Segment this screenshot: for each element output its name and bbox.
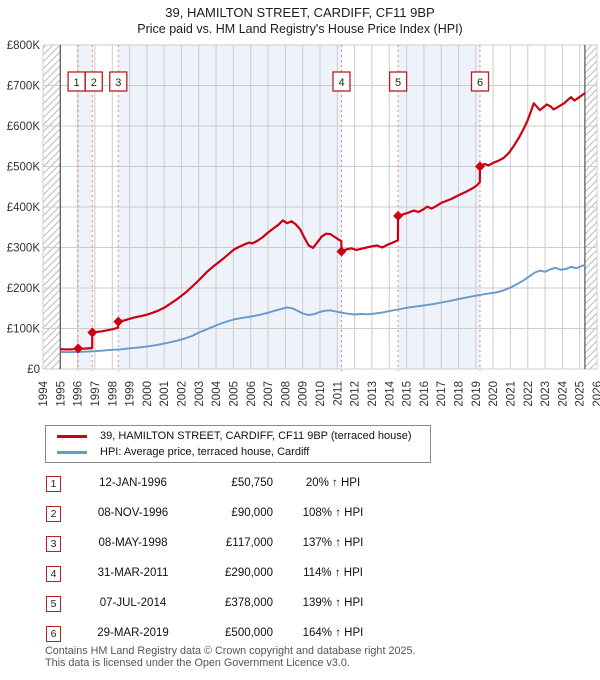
sale-diamond-icon: [87, 327, 98, 338]
svg-text:2022: 2022: [523, 381, 535, 407]
svg-text:£0: £0: [27, 364, 40, 376]
svg-text:2024: 2024: [557, 380, 569, 406]
sale-number-badge: 4: [46, 566, 61, 582]
svg-text:2007: 2007: [263, 381, 275, 407]
svg-text:2011: 2011: [332, 381, 344, 406]
price-chart: 1 2 3 4 5 6 £0 £100K £200K £300K £400K £500K £600K £7…: [7, 40, 600, 407]
svg-text:2020: 2020: [488, 381, 500, 407]
svg-text:1996: 1996: [73, 381, 85, 407]
svg-text:2017: 2017: [436, 381, 448, 407]
hpi-line: [60, 264, 586, 354]
footer-line-1: Contains HM Land Registry data © Crown c…: [45, 645, 416, 657]
sale-date: 29-MAR-2019: [97, 627, 169, 639]
svg-text:1: 1: [74, 77, 80, 89]
svg-text:£800K: £800K: [7, 40, 41, 52]
sale-date: 08-NOV-1996: [97, 507, 169, 519]
svg-text:2014: 2014: [384, 380, 396, 406]
sale-number-badge: 5: [46, 596, 61, 612]
svg-text:1994: 1994: [38, 380, 50, 406]
sale-date: 08-MAY-1998: [98, 537, 168, 549]
x-axis-labels: 1994 1995 1996 1997 1998 1999 2000 2001 2002 2003…: [38, 380, 600, 406]
svg-text:2016: 2016: [419, 381, 431, 407]
svg-text:£600K: £600K: [7, 121, 41, 133]
svg-text:£400K: £400K: [7, 202, 41, 214]
legend-hpi-label: HPI: Average price, terraced house, Card…: [100, 446, 310, 458]
legend-row-hpi: HPI: Average price, terraced house, Card…: [46, 444, 430, 460]
svg-text:2013: 2013: [367, 381, 379, 407]
copyright-footer: Contains HM Land Registry data © Crown c…: [45, 645, 416, 669]
svg-text:2021: 2021: [505, 381, 517, 407]
svg-text:4: 4: [338, 77, 344, 89]
sale-number-badge: 3: [46, 536, 61, 552]
svg-text:2001: 2001: [159, 381, 171, 407]
gridlines: [42, 44, 598, 370]
legend-price-label: 39, HAMILTON STREET, CARDIFF, CF11 9BP (…: [100, 430, 412, 442]
sale-price: £50,750: [231, 477, 273, 489]
chart-legend: 39, HAMILTON STREET, CARDIFF, CF11 9BP (…: [45, 425, 431, 463]
svg-text:1998: 1998: [107, 381, 119, 407]
svg-text:2009: 2009: [298, 381, 310, 407]
svg-text:6: 6: [477, 77, 483, 89]
sale-hpi-delta: 137% ↑ HPI: [302, 537, 364, 549]
svg-text:2003: 2003: [194, 381, 206, 407]
svg-text:£200K: £200K: [7, 283, 41, 295]
sales-table: 1 12-JAN-1996 £50,750 20% ↑ HPI 2 08-NOV…: [46, 474, 393, 654]
svg-text:2005: 2005: [228, 381, 240, 407]
page-subtitle: Price paid vs. HM Land Registry's House …: [137, 22, 463, 36]
sale-date: 31-MAR-2011: [97, 567, 169, 579]
y-axis-labels: £0 £100K £200K £300K £400K £500K £600K £700K £80…: [7, 40, 41, 376]
svg-text:2: 2: [91, 77, 97, 89]
sale-hpi-delta: 20% ↑ HPI: [305, 477, 361, 489]
sale-price: £500,000: [225, 627, 273, 639]
svg-text:£500K: £500K: [7, 162, 41, 174]
sale-price: £90,000: [231, 507, 273, 519]
sale-number-badge: 6: [46, 626, 61, 642]
svg-text:2023: 2023: [540, 381, 552, 407]
sale-hpi-delta: 139% ↑ HPI: [302, 597, 364, 609]
sale-diamond-icon: [393, 210, 404, 221]
svg-text:2006: 2006: [246, 381, 258, 407]
svg-text:£700K: £700K: [7, 81, 41, 93]
svg-text:2010: 2010: [315, 381, 327, 407]
hpi-line-swatch: [57, 450, 87, 454]
svg-text:2012: 2012: [350, 381, 362, 407]
sale-hpi-delta: 114% ↑ HPI: [303, 567, 363, 579]
svg-text:2000: 2000: [142, 381, 154, 407]
sale-number-badge: 1: [46, 476, 61, 492]
svg-text:2026: 2026: [592, 381, 600, 407]
svg-text:1997: 1997: [90, 381, 102, 407]
svg-text:1999: 1999: [125, 381, 137, 407]
svg-text:3: 3: [115, 77, 121, 89]
svg-text:2015: 2015: [402, 381, 414, 407]
svg-text:£100K: £100K: [7, 324, 41, 336]
svg-text:2002: 2002: [177, 381, 189, 407]
price-line-swatch: [57, 434, 87, 438]
sale-hpi-delta: 108% ↑ HPI: [302, 507, 364, 519]
sale-diamond-icon: [336, 246, 347, 257]
sale-diamond-icon: [113, 316, 124, 327]
svg-text:1995: 1995: [55, 381, 67, 407]
svg-text:2025: 2025: [575, 381, 587, 407]
svg-text:£300K: £300K: [7, 243, 41, 255]
sale-hpi-delta: 164% ↑ HPI: [302, 627, 364, 639]
sale-price: £290,000: [225, 567, 273, 579]
svg-text:2018: 2018: [454, 381, 466, 407]
sale-diamond-icon: [73, 343, 84, 354]
legend-row-price: 39, HAMILTON STREET, CARDIFF, CF11 9BP (…: [46, 428, 430, 444]
svg-text:2004: 2004: [211, 380, 223, 406]
sale-number-badge: 2: [46, 506, 61, 522]
price-line: [60, 92, 586, 351]
sale-price: £378,000: [225, 597, 273, 609]
sale-date: 12-JAN-1996: [99, 477, 167, 489]
sale-diamond-icon: [474, 161, 485, 172]
svg-text:2008: 2008: [280, 381, 292, 407]
page-title: 39, HAMILTON STREET, CARDIFF, CF11 9BP: [165, 5, 435, 20]
sale-markers: [73, 161, 485, 354]
sale-price: £117,000: [225, 537, 273, 549]
sale-date: 07-JUL-2014: [99, 597, 167, 609]
svg-text:5: 5: [395, 77, 401, 89]
footer-line-2: This data is licensed under the Open Gov…: [45, 656, 350, 669]
svg-text:2019: 2019: [471, 381, 483, 407]
